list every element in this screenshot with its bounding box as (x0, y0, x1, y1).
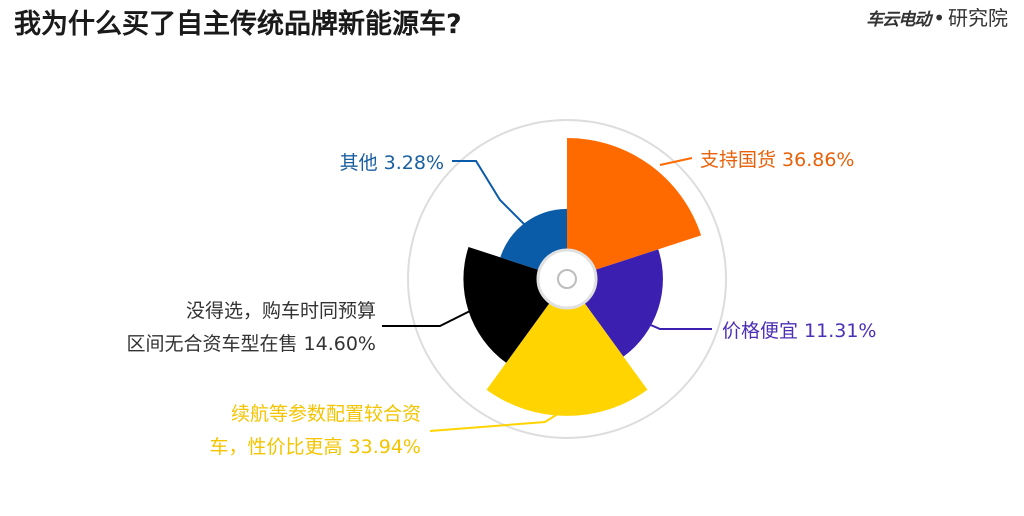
logo-suffix: 研究院 (948, 6, 1008, 30)
leader-line-xingjiabi (429, 407, 568, 432)
data-label-meidexuan: 没得选，购车时同预算区间无合资车型在售 14.60% (127, 300, 377, 355)
brand-logo: 车云电动 • 研究院 (866, 6, 1008, 30)
data-label-guohuo: 支持国货 36.86% (700, 149, 855, 171)
data-label-line: 车，性价比更高 33.94% (210, 436, 422, 458)
data-label-qita: 其他 3.28% (340, 152, 444, 174)
leader-line-qita (452, 160, 532, 232)
leader-line-meidexuan (382, 307, 477, 327)
logo-brand: 车云电动 (866, 10, 931, 30)
data-label-line: 价格便宜 11.31% (722, 320, 877, 342)
data-label-line: 区间无合资车型在售 14.60% (127, 333, 377, 355)
data-label-line: 没得选，购车时同预算 (186, 300, 376, 322)
leader-line-pianyi (629, 315, 712, 330)
leader-line-guohuo (659, 157, 693, 166)
data-label-pianyi: 价格便宜 11.31% (722, 320, 877, 342)
chart-center-dot (557, 269, 577, 289)
data-label-line: 续航等参数配置较合资 (231, 403, 421, 425)
data-label-line: 支持国货 36.86% (700, 149, 855, 171)
rose-slice-guohuo (567, 138, 702, 279)
rose-slice-xingjiabi (486, 279, 648, 416)
chart-outer-ring (407, 119, 727, 439)
data-label-line: 其他 3.28% (340, 152, 444, 174)
data-label-xingjiabi: 续航等参数配置较合资车，性价比更高 33.94% (210, 403, 422, 458)
page-title: 我为什么买了自主传统品牌新能源车? (14, 9, 462, 40)
